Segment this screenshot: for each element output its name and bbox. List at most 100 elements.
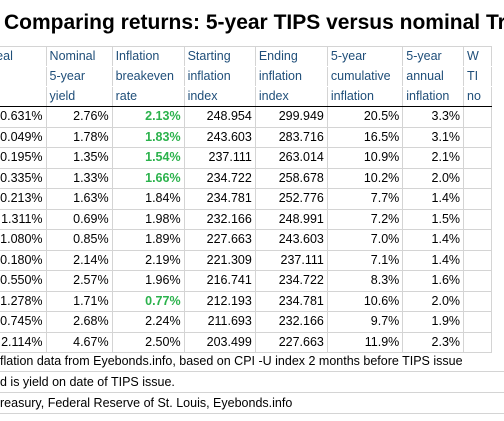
table-cell[interactable]: 2.13% — [111, 106, 185, 128]
header-cell[interactable]: TI — [463, 66, 492, 87]
table-cell[interactable]: 1.63% — [45, 188, 113, 210]
table-cell[interactable]: 1.4% — [402, 188, 465, 210]
table-cell[interactable]: 283.716 — [254, 126, 328, 148]
table-cell[interactable]: 2.50% — [111, 331, 185, 353]
table-cell[interactable]: 243.603 — [183, 126, 256, 148]
table-cell[interactable]: 203.499 — [183, 331, 256, 353]
table-cell[interactable]: 2.114% — [0, 331, 47, 353]
table-cell[interactable]: 10.6% — [326, 290, 404, 312]
header-cell[interactable]: inflation — [326, 86, 404, 107]
table-cell[interactable]: 0.745% — [0, 311, 47, 333]
table-cell[interactable] — [463, 147, 492, 169]
table-cell[interactable]: 2.0% — [402, 167, 465, 189]
table-cell[interactable]: 0.77% — [111, 290, 185, 312]
table-cell[interactable]: 1.9% — [402, 311, 465, 333]
table-cell[interactable]: 7.0% — [326, 229, 404, 251]
table-cell[interactable]: 2.19% — [111, 249, 185, 271]
header-cell[interactable]: no — [463, 86, 492, 107]
header-cell[interactable]: 5-year — [402, 46, 465, 67]
table-cell[interactable] — [463, 290, 492, 312]
table-cell[interactable]: 234.722 — [183, 167, 256, 189]
table-cell[interactable] — [463, 331, 492, 353]
table-cell[interactable]: 234.781 — [254, 290, 328, 312]
table-cell[interactable]: 234.781 — [183, 188, 256, 210]
header-cell[interactable]: annual — [402, 66, 465, 87]
table-cell[interactable]: 237.111 — [254, 249, 328, 271]
table-cell[interactable]: 0.550% — [0, 270, 47, 292]
table-cell[interactable]: 1.278% — [0, 290, 47, 312]
table-cell[interactable]: 248.954 — [183, 106, 256, 128]
table-cell[interactable]: 16.5% — [326, 126, 404, 148]
table-cell[interactable]: 1.6% — [402, 270, 465, 292]
table-cell[interactable]: 1.98% — [111, 208, 185, 230]
table-cell[interactable]: 237.111 — [183, 147, 256, 169]
table-cell[interactable]: 263.014 — [254, 147, 328, 169]
header-cell[interactable]: 5-year — [45, 66, 113, 87]
table-cell[interactable]: 299.949 — [254, 106, 328, 128]
table-cell[interactable]: 1.54% — [111, 147, 185, 169]
table-cell[interactable]: 2.14% — [45, 249, 113, 271]
table-cell[interactable]: 3.3% — [402, 106, 465, 128]
table-cell[interactable]: 211.693 — [183, 311, 256, 333]
table-cell[interactable]: 248.991 — [254, 208, 328, 230]
table-cell[interactable] — [463, 270, 492, 292]
header-cell[interactable]: inflation — [183, 66, 256, 87]
header-cell[interactable]: inflation — [402, 86, 465, 107]
table-cell[interactable]: 232.166 — [254, 311, 328, 333]
header-cell[interactable]: Ending — [254, 46, 328, 67]
table-cell[interactable]: 10.2% — [326, 167, 404, 189]
table-cell[interactable]: 232.166 — [183, 208, 256, 230]
table-cell[interactable]: 11.9% — [326, 331, 404, 353]
header-cell[interactable]: yield — [45, 86, 113, 107]
table-cell[interactable]: 227.663 — [254, 331, 328, 353]
header-cell[interactable]: Inflation — [111, 46, 185, 67]
table-cell[interactable]: 234.722 — [254, 270, 328, 292]
table-cell[interactable]: 258.678 — [254, 167, 328, 189]
table-cell[interactable]: 0.631% — [0, 106, 47, 128]
table-cell[interactable]: 1.89% — [111, 229, 185, 251]
header-cell[interactable]: index — [254, 86, 328, 107]
table-cell[interactable]: 3.1% — [402, 126, 465, 148]
table-cell[interactable]: 216.741 — [183, 270, 256, 292]
table-cell[interactable]: 243.603 — [254, 229, 328, 251]
table-cell[interactable]: 1.311% — [0, 208, 47, 230]
table-cell[interactable]: 0.213% — [0, 188, 47, 210]
table-cell[interactable]: 0.180% — [0, 249, 47, 271]
table-cell[interactable] — [463, 311, 492, 333]
table-cell[interactable]: 2.68% — [45, 311, 113, 333]
table-cell[interactable]: 1.35% — [45, 147, 113, 169]
header-cell[interactable]: cumulative — [326, 66, 404, 87]
table-cell[interactable] — [463, 229, 492, 251]
table-cell[interactable]: 9.7% — [326, 311, 404, 333]
table-cell[interactable]: 10.9% — [326, 147, 404, 169]
table-cell[interactable] — [463, 126, 492, 148]
header-cell[interactable]: inflation — [254, 66, 328, 87]
table-cell[interactable]: 0.335% — [0, 167, 47, 189]
table-cell[interactable]: 1.4% — [402, 229, 465, 251]
table-cell[interactable]: 1.080% — [0, 229, 47, 251]
header-cell[interactable]: Starting — [183, 46, 256, 67]
header-cell[interactable]: 5-year — [326, 46, 404, 67]
table-cell[interactable]: 2.0% — [402, 290, 465, 312]
table-cell[interactable]: 0.85% — [45, 229, 113, 251]
table-cell[interactable]: 2.76% — [45, 106, 113, 128]
table-cell[interactable] — [463, 188, 492, 210]
header-cell[interactable]: rate — [111, 86, 185, 107]
table-cell[interactable]: 227.663 — [183, 229, 256, 251]
table-cell[interactable]: 1.4% — [402, 249, 465, 271]
header-cell[interactable] — [0, 66, 47, 87]
table-cell[interactable]: 2.3% — [402, 331, 465, 353]
table-cell[interactable]: 7.1% — [326, 249, 404, 271]
table-cell[interactable]: 8.3% — [326, 270, 404, 292]
table-cell[interactable]: 0.049% — [0, 126, 47, 148]
table-cell[interactable]: 1.66% — [111, 167, 185, 189]
table-cell[interactable] — [463, 208, 492, 230]
table-cell[interactable]: 20.5% — [326, 106, 404, 128]
table-cell[interactable]: 1.84% — [111, 188, 185, 210]
table-cell[interactable] — [463, 167, 492, 189]
table-cell[interactable]: 0.195% — [0, 147, 47, 169]
table-cell[interactable]: 0.69% — [45, 208, 113, 230]
header-cell[interactable]: index — [183, 86, 256, 107]
table-cell[interactable] — [463, 249, 492, 271]
header-cell[interactable]: real — [0, 46, 47, 67]
